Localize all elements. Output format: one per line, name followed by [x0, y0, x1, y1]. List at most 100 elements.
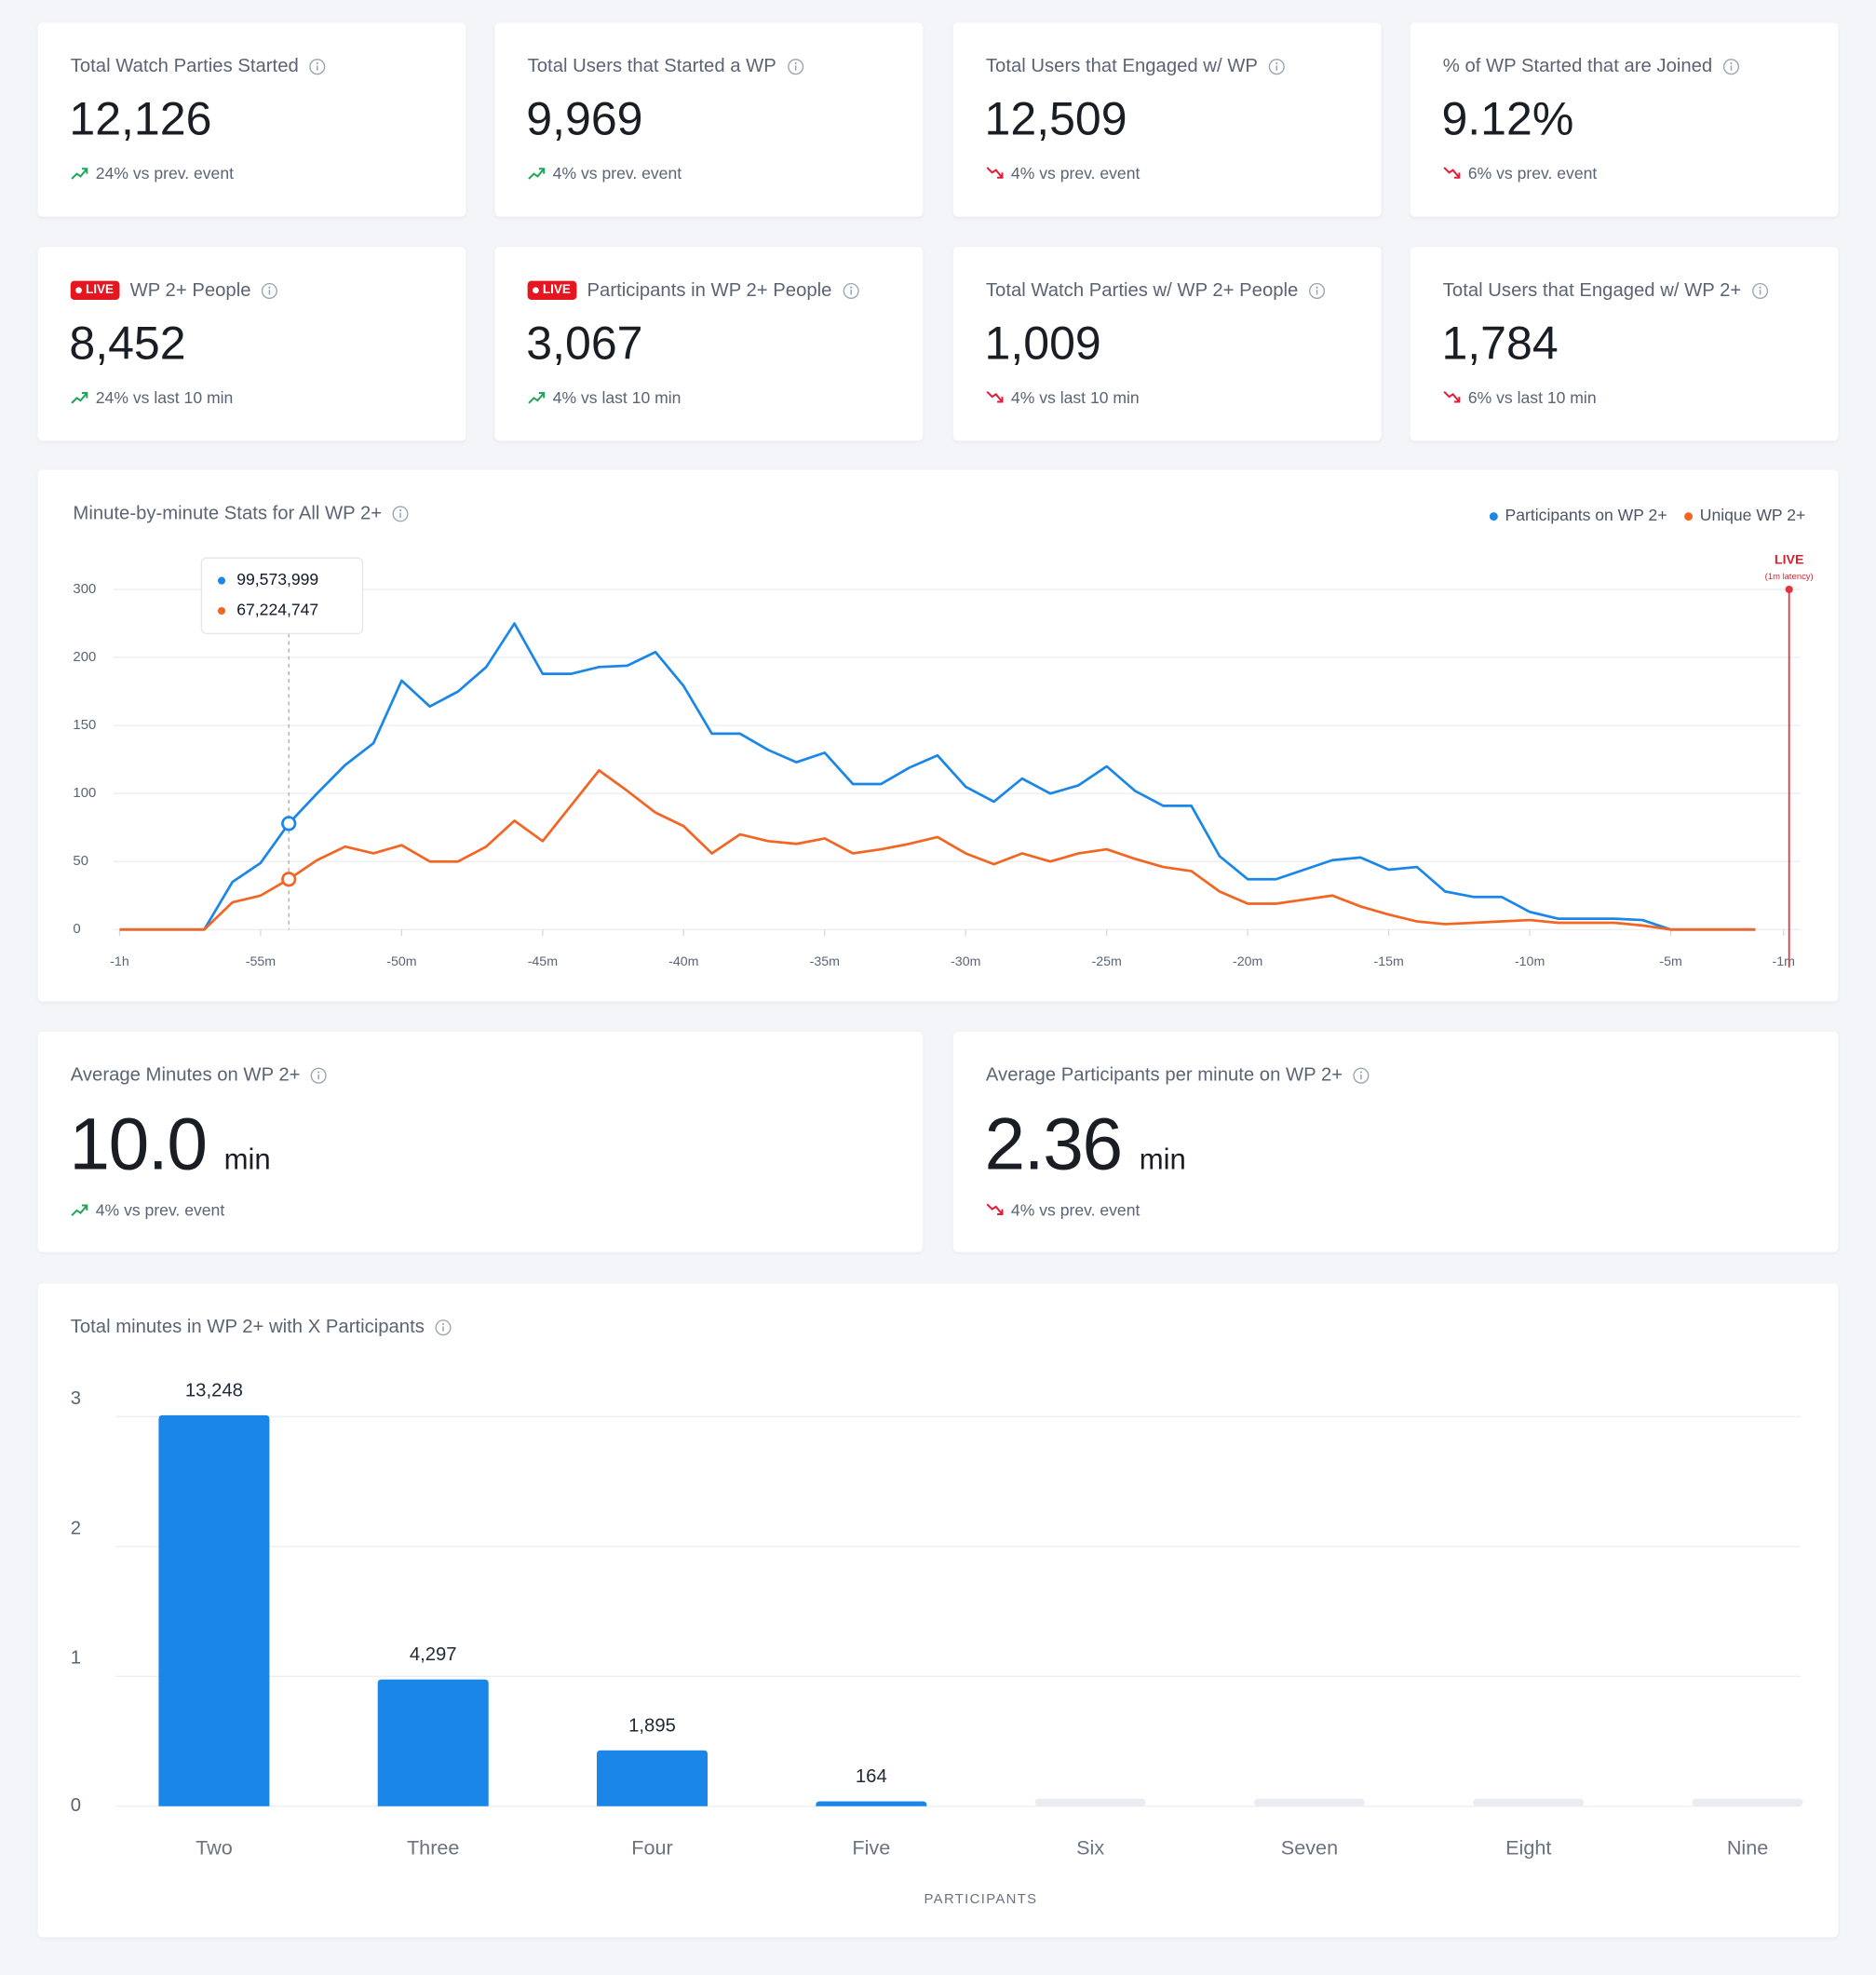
chart-title-text: Minute-by-minute Stats for All WP 2+ [73, 502, 383, 524]
info-circle [392, 505, 409, 521]
card-change: 4% vs prev. event [71, 1200, 224, 1219]
card-title-text: Total Users that Engaged w/ WP [985, 55, 1258, 77]
info-dot [442, 1322, 445, 1325]
trend-head [997, 397, 1004, 403]
y-tick-label: 1 [71, 1648, 81, 1669]
card-value-unit: min [223, 1142, 271, 1176]
hover-point [281, 872, 297, 887]
card-value: 9.12% [1441, 93, 1574, 145]
x-tick-label: -10m [1515, 954, 1545, 969]
card-title-text: Total Watch Parties w/ WP 2+ People [985, 279, 1299, 302]
info-circle [435, 1319, 452, 1335]
card-change: 4% vs prev. event [528, 164, 682, 183]
card-title-text: WP 2+ People [129, 279, 251, 302]
line-chart-card: Minute-by-minute Stats for All WP 2+ 0 50 1… [37, 469, 1839, 1002]
trend-head [81, 168, 88, 174]
trend-icon [1443, 390, 1461, 403]
card-title-text: % of WP Started that are Joined [1442, 55, 1713, 77]
trend-icon [986, 390, 1004, 403]
y-tick-label: 150 [73, 718, 96, 733]
x-tick-label: Three [407, 1835, 459, 1859]
x-tick-label: -25m [1092, 954, 1122, 969]
summary-card: Average Participants per minute on WP 2+… [952, 1031, 1839, 1252]
y-tick-label: 100 [73, 786, 96, 801]
trend-head [997, 172, 1004, 179]
card-value: 2.36 min [985, 1102, 1186, 1187]
trend-icon [528, 168, 546, 180]
trend-line [528, 392, 545, 404]
empty-bar [1473, 1798, 1585, 1806]
info-icon [1268, 58, 1285, 74]
info-dot [849, 285, 852, 289]
card-change-text: 24% vs prev. event [95, 163, 234, 183]
kpi-card: Total Users that Engaged w/ WP 12,509 4% v… [952, 22, 1382, 217]
trend-icon [1443, 167, 1461, 179]
empty-bar [1692, 1798, 1803, 1806]
empty-bar [1034, 1798, 1146, 1806]
info-circle [262, 282, 278, 299]
bar-chart-card: Total minutes in WP 2+ with X Participan… [37, 1283, 1839, 1938]
trend-line [71, 168, 88, 180]
y-tick-label: 2 [71, 1518, 81, 1538]
bar [377, 1679, 489, 1806]
trend-line [1443, 390, 1461, 403]
info-circle [1353, 1066, 1370, 1084]
card-value: 10.0 min [69, 1102, 270, 1187]
card-change-text: 4% vs last 10 min [552, 387, 682, 407]
line-chart: 0 50 100 150 200 300 -1h -55m -50m -45m -40m -35m -3… [73, 506, 1813, 969]
x-tick-label: Two [196, 1835, 233, 1859]
card-change-text: 4% vs prev. event [1010, 163, 1140, 183]
info-icon [309, 58, 326, 74]
info-icon [787, 58, 803, 74]
card-title: Total Watch Parties w/ WP 2+ People [986, 279, 1326, 301]
trend-icon [986, 1203, 1004, 1215]
bar [158, 1414, 270, 1806]
info-icon [1722, 58, 1740, 74]
card-change-text: 4% vs prev. event [95, 1200, 225, 1220]
kpi-card: Total Users that Engaged w/ WP 2+ 1,784 6%… [1410, 247, 1839, 441]
x-tick-label: -5m [1659, 954, 1681, 969]
trend-head [538, 392, 546, 399]
trend-icon [71, 168, 88, 180]
live-label: LIVE [1775, 553, 1804, 568]
x-tick-label: Eight [1505, 1835, 1551, 1859]
chart-title: Minute-by-minute Stats for All WP 2+ [73, 503, 409, 524]
chart-title: Total minutes in WP 2+ with X Participan… [71, 1317, 452, 1338]
info-icon [1309, 282, 1326, 299]
trend-icon [986, 167, 1004, 179]
x-tick-label: -35m [810, 954, 840, 969]
trend-line [71, 392, 88, 404]
card-value: 8,452 [69, 317, 186, 370]
series-line [119, 769, 1756, 931]
card-change: 6% vs last 10 min [1443, 388, 1597, 407]
live-badge: LIVE [527, 280, 577, 300]
summary-card: Average Minutes on WP 2+ 10.0 min 4% vs pre… [37, 1031, 924, 1252]
y-tick-label: 0 [71, 1795, 81, 1816]
card-change: 6% vs prev. event [1443, 164, 1597, 183]
info-circle [311, 1066, 328, 1084]
trend-line [986, 1203, 1004, 1215]
card-title: Total Watch Parties Started [71, 56, 327, 77]
y-tick-label: 300 [73, 582, 96, 597]
x-tick-label: -15m [1373, 954, 1403, 969]
trend-head [538, 168, 546, 174]
kpi-card: LIVE WP 2+ People 8,452 24% vs last 10 min [37, 247, 466, 441]
tooltip-box [200, 557, 364, 635]
x-tick-label: -40m [668, 954, 698, 969]
info-dot [1275, 61, 1278, 64]
card-value: 1,009 [984, 317, 1101, 370]
x-axis-label: PARTICIPANTS [925, 1892, 1038, 1907]
card-value: 12,509 [984, 93, 1127, 145]
trend-icon [71, 1204, 88, 1217]
card-value-number: 10.0 [69, 1102, 208, 1185]
card-title: LIVE WP 2+ People [70, 279, 279, 302]
info-dot [317, 1070, 320, 1073]
tooltip-value: 99,573,999 [236, 570, 318, 588]
x-tick-label: -45m [528, 954, 558, 969]
y-tick-label: 3 [71, 1388, 81, 1409]
info-circle [309, 58, 326, 74]
tooltip-dot [217, 606, 226, 615]
series-line [119, 622, 1756, 931]
